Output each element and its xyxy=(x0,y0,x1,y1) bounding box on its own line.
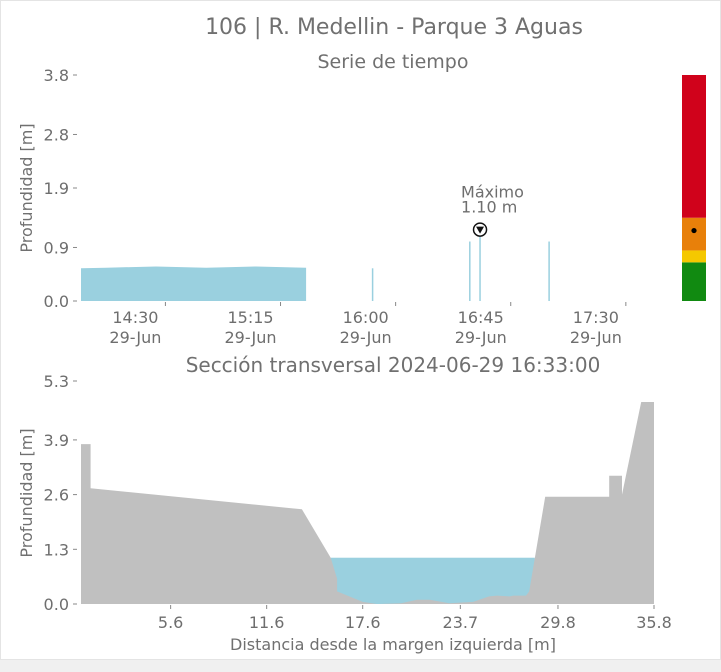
ytick-label: 2.6 xyxy=(44,486,69,505)
maximum-annotation: Máximo 1.10 m xyxy=(461,183,524,237)
cross-section-xticks: 5.6 11.6 17.6 23.7 29.8 35.8 xyxy=(158,605,672,632)
ytick-label: 2.8 xyxy=(44,125,69,144)
maximum-marker-triangle xyxy=(476,226,485,234)
ytick-label: 1.3 xyxy=(44,540,69,559)
threshold-bar xyxy=(682,75,706,301)
threshold-segment xyxy=(682,262,706,301)
time-series-series xyxy=(81,235,550,301)
time-series-yticks: 0.0 0.9 1.9 2.8 3.8 xyxy=(44,66,77,311)
ytick-label: 1.9 xyxy=(44,179,69,198)
terrain-profile xyxy=(81,402,654,604)
xtick-label: 11.6 xyxy=(249,613,285,632)
xtick-label: 17.6 xyxy=(345,613,381,632)
cross-section-panel: Sección transversal 2024-06-29 16:33:00 … xyxy=(17,353,672,654)
xtick-label: 29.8 xyxy=(540,613,576,632)
threshold-segment xyxy=(682,250,706,263)
xtick-label: 15:15 xyxy=(227,308,273,327)
time-series-panel: Serie de tiempo Profundidad [m] 0.0 0.9 1.… xyxy=(17,51,706,347)
time-series-title: Serie de tiempo xyxy=(318,51,469,73)
xtick-label: 16:45 xyxy=(458,308,504,327)
xtick-label: 35.8 xyxy=(636,613,672,632)
cross-section-ylabel: Profundidad [m] xyxy=(17,428,36,557)
figure-title: 106 | R. Medellin - Parque 3 Aguas xyxy=(205,15,583,40)
threshold-segment xyxy=(682,217,706,251)
xtick-sublabel: 29-Jun xyxy=(225,328,277,347)
xtick-label: 16:00 xyxy=(343,308,389,327)
xtick-sublabel: 29-Jun xyxy=(340,328,392,347)
current-level-dot xyxy=(691,227,697,234)
xtick-sublabel: 29-Jun xyxy=(570,328,622,347)
xtick-sublabel: 29-Jun xyxy=(109,328,161,347)
ytick-label: 0.0 xyxy=(44,595,69,614)
ytick-label: 3.9 xyxy=(44,431,69,450)
maximum-value: 1.10 m xyxy=(461,198,517,217)
time-series-xticks: 14:3029-Jun15:1529-Jun16:0029-Jun16:4529… xyxy=(109,302,627,347)
xtick-label: 5.6 xyxy=(158,613,183,632)
ytick-label: 3.8 xyxy=(44,66,69,85)
depth-area xyxy=(81,266,307,301)
cross-section-xlabel: Distancia desde la margen izquierda [m] xyxy=(230,635,556,654)
threshold-segment xyxy=(682,75,706,218)
cross-section-yticks: 0.0 1.3 2.6 3.9 5.3 xyxy=(44,372,77,614)
ytick-label: 0.0 xyxy=(44,292,69,311)
cross-section-title: Sección transversal 2024-06-29 16:33:00 xyxy=(186,353,601,377)
time-series-ylabel: Profundidad [m] xyxy=(17,123,36,252)
xtick-sublabel: 29-Jun xyxy=(455,328,507,347)
xtick-label: 14:30 xyxy=(112,308,158,327)
ytick-label: 5.3 xyxy=(44,372,69,391)
ytick-label: 0.9 xyxy=(44,238,69,257)
cross-section-area xyxy=(81,402,654,604)
xtick-label: 23.7 xyxy=(443,613,479,632)
maximum-label: Máximo xyxy=(461,183,524,202)
xtick-label: 17:30 xyxy=(573,308,619,327)
